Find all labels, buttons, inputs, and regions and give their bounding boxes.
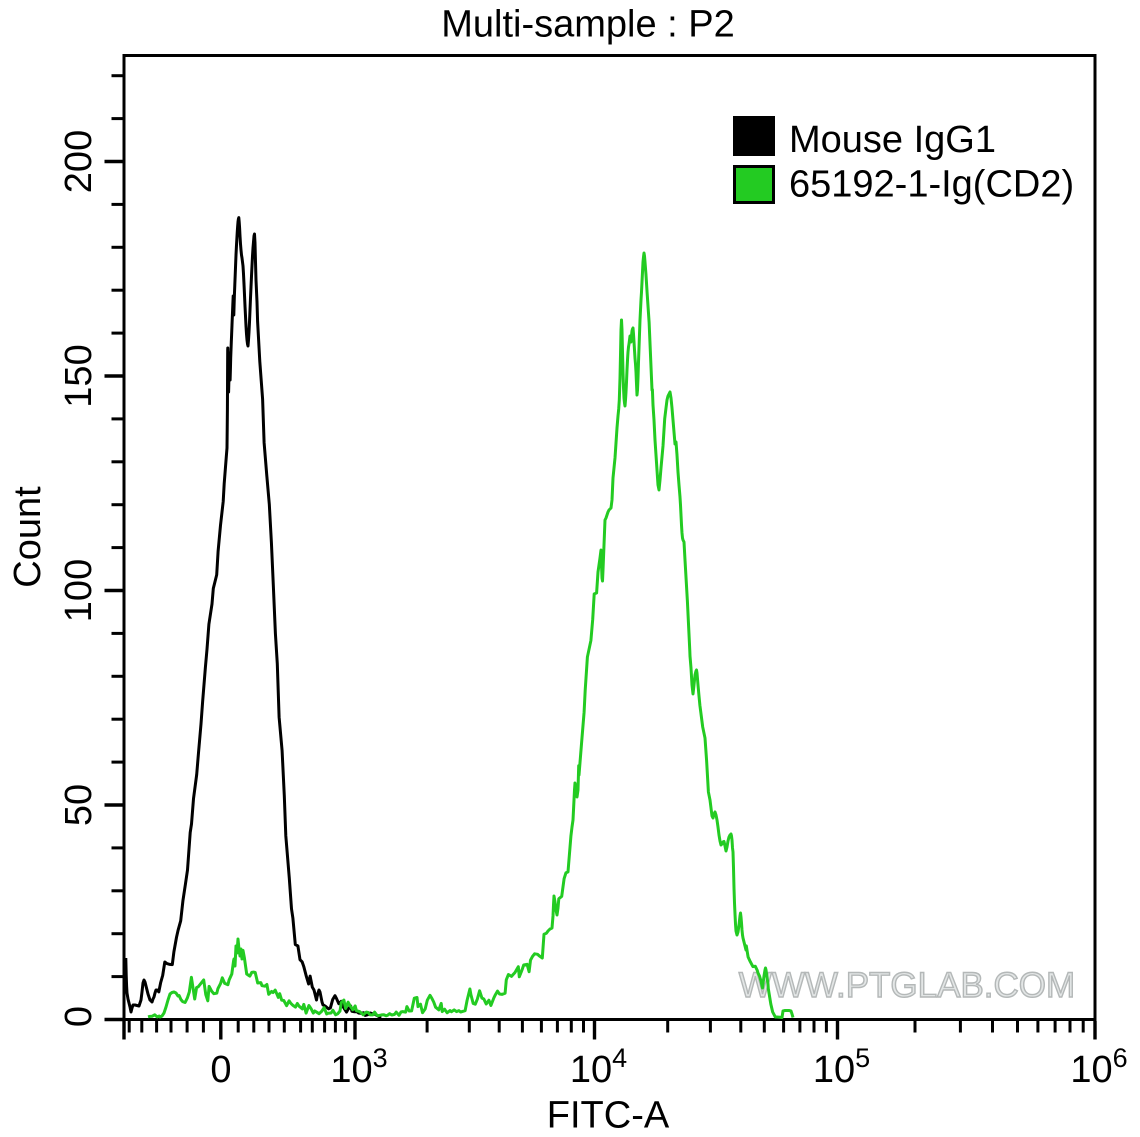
svg-text:Count: Count — [7, 486, 49, 588]
svg-text:Multi-sample : P2: Multi-sample : P2 — [441, 4, 735, 46]
svg-text:100: 100 — [58, 559, 100, 622]
svg-text:0: 0 — [210, 1049, 231, 1091]
svg-text:200: 200 — [58, 130, 100, 193]
svg-text:Mouse IgG1: Mouse IgG1 — [789, 119, 996, 161]
svg-text:0: 0 — [58, 1006, 100, 1027]
svg-text:WWW.PTGLAB.COM: WWW.PTGLAB.COM — [739, 966, 1075, 1005]
svg-text:150: 150 — [58, 344, 100, 407]
svg-text:FITC-A: FITC-A — [547, 1095, 670, 1137]
svg-text:65192-1-Ig(CD2): 65192-1-Ig(CD2) — [789, 164, 1074, 206]
svg-text:50: 50 — [58, 784, 100, 826]
